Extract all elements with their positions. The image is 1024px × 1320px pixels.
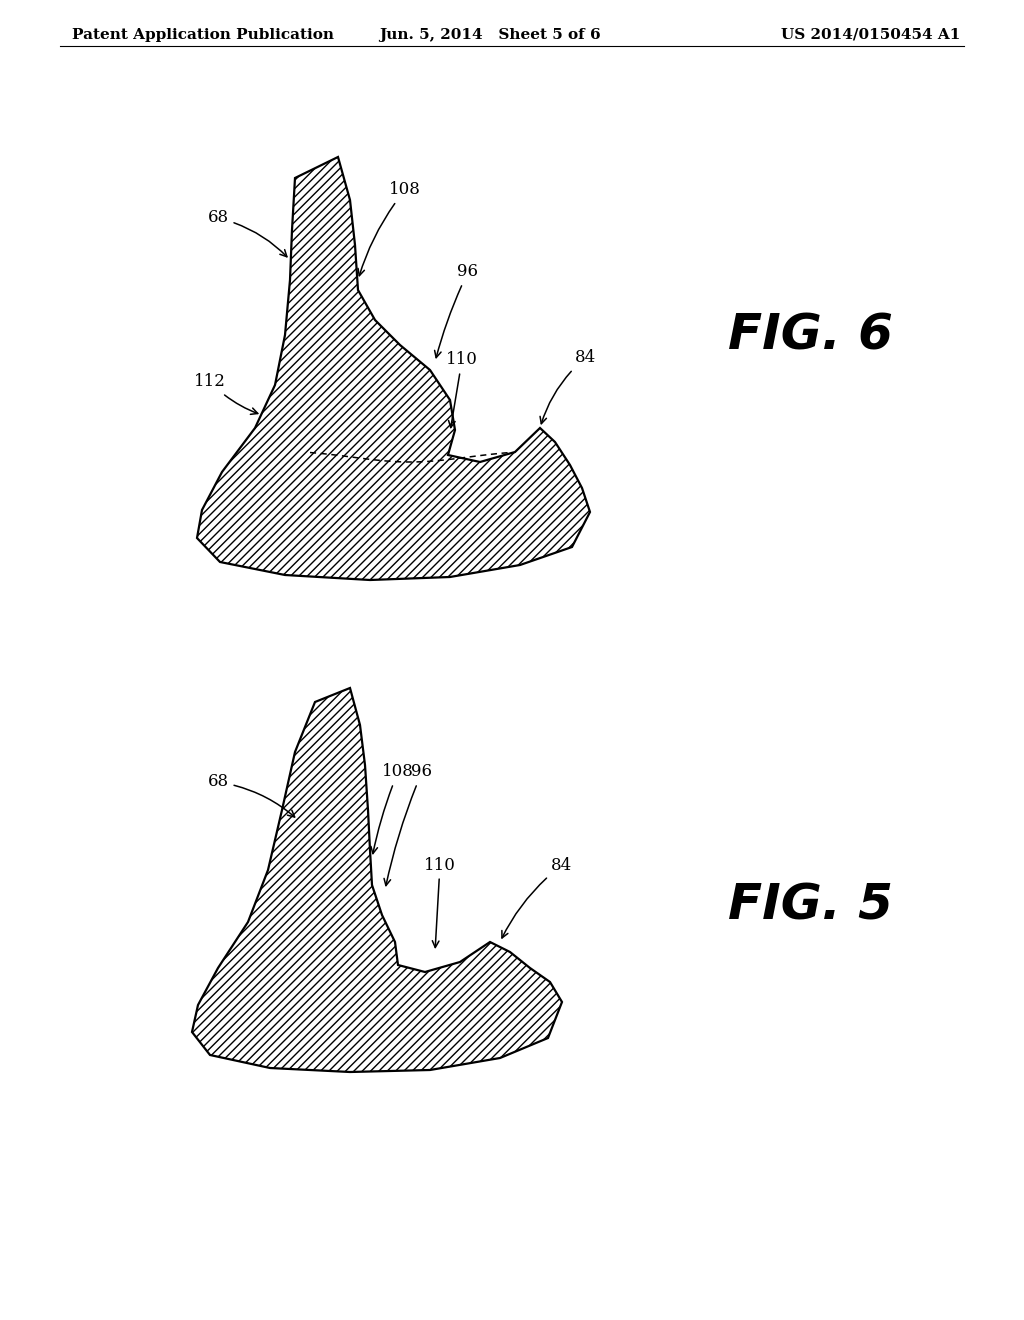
Polygon shape [197,157,590,579]
Text: 84: 84 [502,857,572,939]
Text: 108: 108 [358,181,421,276]
Polygon shape [193,688,562,1072]
Text: 68: 68 [208,774,295,817]
Text: US 2014/0150454 A1: US 2014/0150454 A1 [780,28,961,42]
Text: 96: 96 [384,763,432,886]
Text: Patent Application Publication: Patent Application Publication [72,28,334,42]
Text: 68: 68 [208,210,287,257]
Text: 84: 84 [540,350,596,424]
Text: 108: 108 [371,763,414,854]
Text: 96: 96 [434,264,478,358]
Text: 112: 112 [195,374,258,414]
Text: Jun. 5, 2014   Sheet 5 of 6: Jun. 5, 2014 Sheet 5 of 6 [379,28,601,42]
Text: FIG. 6: FIG. 6 [728,312,893,359]
Text: 110: 110 [446,351,478,428]
Text: FIG. 5: FIG. 5 [728,880,893,929]
Text: 110: 110 [424,857,456,948]
